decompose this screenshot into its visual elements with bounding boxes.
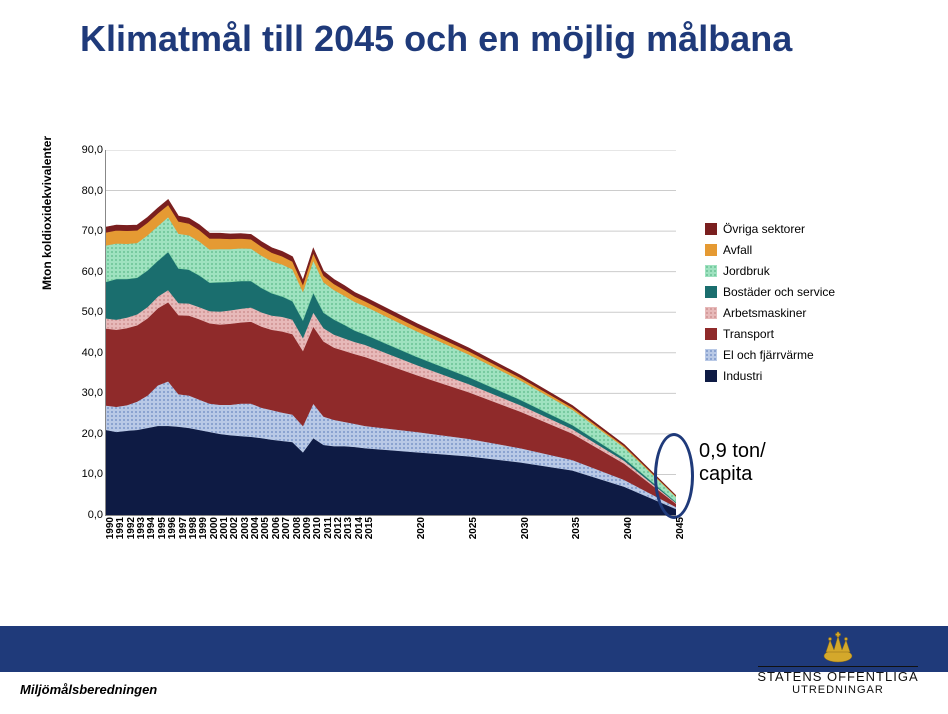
legend-swatch xyxy=(705,223,717,235)
footer-left-text: Miljömålsberedningen xyxy=(20,682,157,697)
y-tick-label: 30,0 xyxy=(65,387,103,399)
legend-swatch xyxy=(705,370,717,382)
legend-swatch xyxy=(705,265,717,277)
x-tick-label: 2020 xyxy=(416,517,427,539)
legend-item: Övriga sektorer xyxy=(705,222,835,236)
x-tick-label: 2007 xyxy=(281,517,292,539)
x-tick-label: 2011 xyxy=(323,517,334,539)
y-tick-label: 60,0 xyxy=(65,266,103,278)
legend-swatch xyxy=(705,244,717,256)
y-tick-label: 70,0 xyxy=(65,225,103,237)
page-title: Klimatmål till 2045 och en möjlig målban… xyxy=(80,18,860,59)
x-tick-label: 2015 xyxy=(364,517,375,539)
legend-item: Arbetsmaskiner xyxy=(705,306,835,320)
x-tick-label: 2002 xyxy=(229,517,240,539)
x-tick-label: 2035 xyxy=(571,517,582,539)
legend-label: Övriga sektorer xyxy=(723,222,805,236)
legend-swatch xyxy=(705,349,717,361)
y-tick-label: 80,0 xyxy=(65,185,103,197)
x-tick-label: 1997 xyxy=(178,517,189,539)
x-tick-label: 2000 xyxy=(209,517,220,539)
legend-item: Bostäder och service xyxy=(705,285,835,299)
legend-item: Transport xyxy=(705,327,835,341)
x-tick-label: 2045 xyxy=(675,517,686,539)
footer: Miljömålsberedningen STATENS OFFENTLIGA … xyxy=(0,626,948,714)
footer-logo-block: STATENS OFFENTLIGA UTREDNINGAR xyxy=(748,630,928,696)
plot-area xyxy=(105,150,676,516)
footer-org-line2: UTREDNINGAR xyxy=(748,684,928,696)
x-tick-label: 2030 xyxy=(520,517,531,539)
x-tick-label: 1996 xyxy=(167,517,178,539)
legend-label: Arbetsmaskiner xyxy=(723,306,806,320)
x-tick-label: 2008 xyxy=(292,517,303,539)
x-tick-label: 2013 xyxy=(343,517,354,539)
legend-item: Jordbruk xyxy=(705,264,835,278)
slide: Klimatmål till 2045 och en möjlig målban… xyxy=(0,0,948,714)
footer-org-line1: STATENS OFFENTLIGA xyxy=(748,669,928,684)
x-tick-label: 1994 xyxy=(146,517,157,539)
legend-label: Industri xyxy=(723,369,762,383)
legend-item: El och fjärrvärme xyxy=(705,348,835,362)
y-tick-label: 10,0 xyxy=(65,468,103,480)
legend-swatch xyxy=(705,328,717,340)
legend-item: Industri xyxy=(705,369,835,383)
x-tick-label: 1999 xyxy=(198,517,209,539)
annotation-ellipse xyxy=(654,433,694,519)
x-tick-label: 2005 xyxy=(260,517,271,539)
annotation-line1: 0,9 ton/ xyxy=(699,440,766,462)
y-axis-label: Mton koldioxidekvivalenter xyxy=(40,136,54,290)
y-tick-label: 0,0 xyxy=(65,509,103,521)
y-tick-label: 50,0 xyxy=(65,306,103,318)
legend-label: Jordbruk xyxy=(723,264,770,278)
legend-item: Avfall xyxy=(705,243,835,257)
x-tick-label: 1991 xyxy=(115,517,126,539)
crown-icon xyxy=(818,630,858,664)
area-chart-svg xyxy=(106,150,676,515)
legend: Övriga sektorer Avfall Jordbruk Bostäder oc… xyxy=(705,215,835,390)
legend-swatch xyxy=(705,307,717,319)
legend-label: Avfall xyxy=(723,243,752,257)
annotation-label: 0,9 ton/ capita xyxy=(699,440,766,486)
y-tick-label: 20,0 xyxy=(65,428,103,440)
legend-swatch xyxy=(705,286,717,298)
legend-label: Transport xyxy=(723,327,774,341)
x-tick-label: 2025 xyxy=(468,517,479,539)
y-ticks: 0,010,020,030,040,050,060,070,080,090,0 xyxy=(65,150,103,515)
x-tick-label: 2010 xyxy=(312,517,323,539)
y-tick-label: 90,0 xyxy=(65,144,103,156)
x-tick-label: 2040 xyxy=(623,517,634,539)
y-tick-label: 40,0 xyxy=(65,347,103,359)
legend-label: Bostäder och service xyxy=(723,285,835,299)
annotation-line2: capita xyxy=(699,463,752,485)
chart: Mton koldioxidekvivalenter 0,010,020,030… xyxy=(55,150,895,580)
legend-label: El och fjärrvärme xyxy=(723,348,814,362)
x-ticks: 1990199119921993199419951996199719981999… xyxy=(105,517,675,577)
